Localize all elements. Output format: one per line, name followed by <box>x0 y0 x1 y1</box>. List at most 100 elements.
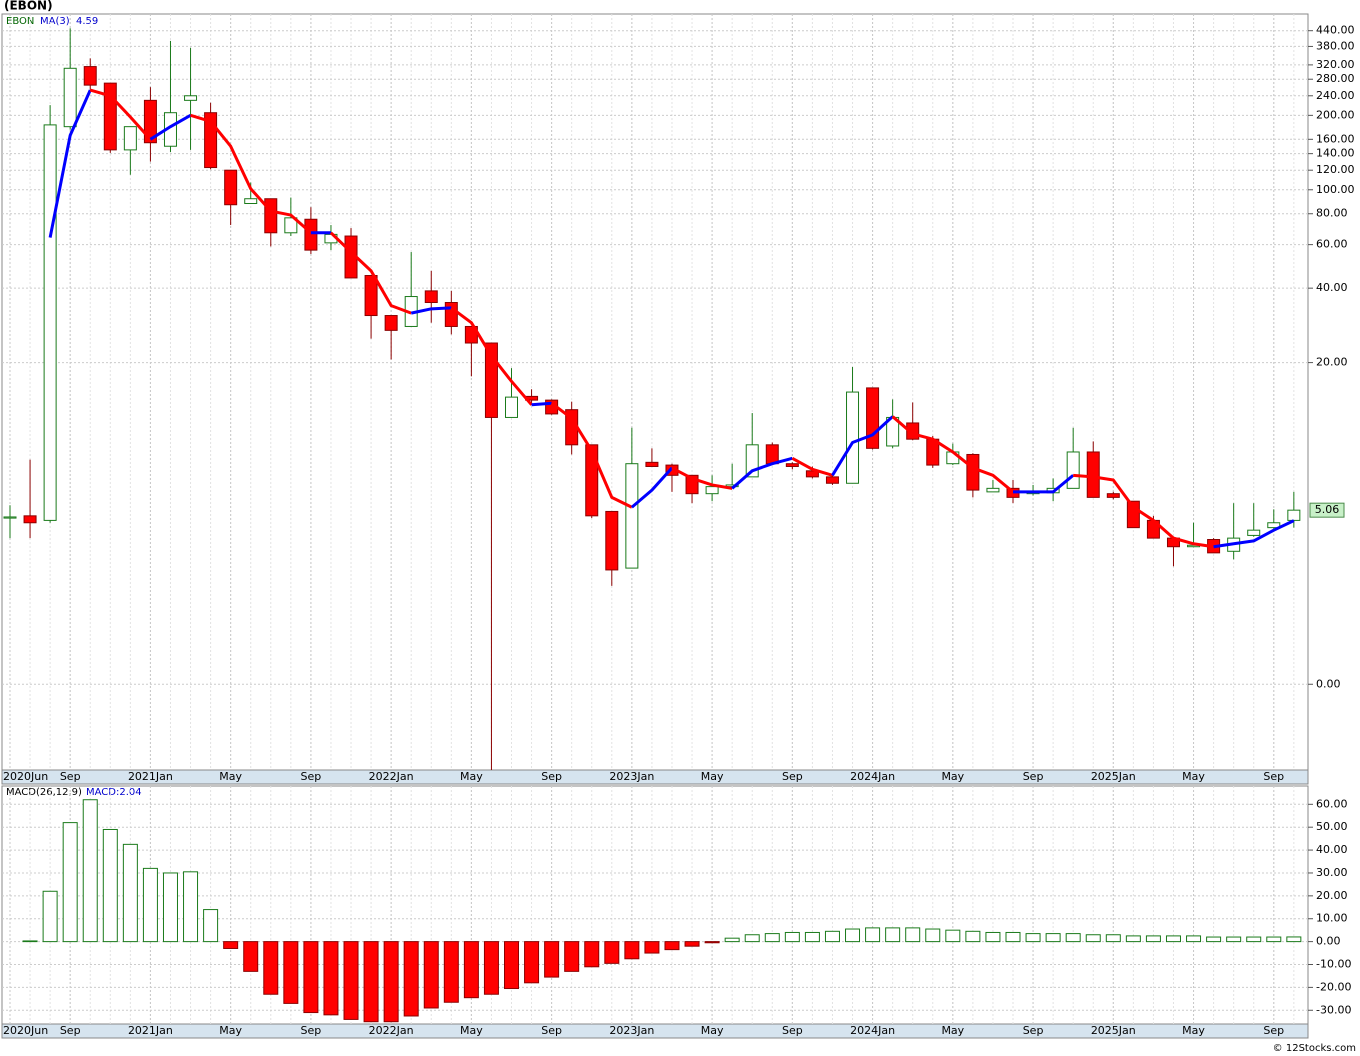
y-tick-label: 30.00 <box>1316 866 1348 879</box>
candle-body <box>825 476 839 484</box>
ma-line <box>450 306 533 406</box>
x-tick-label: Sep <box>541 1024 562 1037</box>
bar <box>42 890 58 943</box>
y-tick-label: 80.00 <box>1316 207 1348 220</box>
ma-line <box>190 113 312 234</box>
bar <box>1246 936 1262 943</box>
y-tick-label: 0.00 <box>1316 935 1341 948</box>
ma-line <box>731 456 793 490</box>
date-strip <box>1 769 1309 785</box>
candle-body <box>23 515 37 524</box>
ma-line <box>630 466 674 509</box>
bar <box>82 799 98 943</box>
bar <box>865 927 881 943</box>
bar <box>544 941 560 978</box>
ma-line <box>1213 519 1295 549</box>
ma-line <box>329 231 412 315</box>
bar <box>383 941 399 1023</box>
x-tick-label: May <box>941 770 964 783</box>
bar <box>1125 935 1141 943</box>
bar <box>564 941 580 972</box>
candle-body <box>284 217 298 234</box>
x-tick-label: May <box>219 1024 242 1037</box>
bar <box>744 934 760 943</box>
bar <box>784 931 800 943</box>
bar <box>985 931 1001 943</box>
bar <box>664 941 680 951</box>
bar <box>122 843 138 943</box>
bar <box>142 867 158 943</box>
last-price-box <box>1309 502 1345 518</box>
bar <box>323 941 339 1016</box>
x-tick-label: May <box>1182 1024 1205 1037</box>
candle-body <box>364 275 378 317</box>
bar <box>363 941 379 1023</box>
y-tick-label: 10.00 <box>1316 912 1348 925</box>
ma-line <box>671 466 733 490</box>
x-tick-label: Sep <box>60 770 81 783</box>
bar <box>504 941 519 990</box>
candle-body <box>705 486 719 495</box>
candle-body <box>143 99 157 144</box>
bar <box>403 941 419 1017</box>
ma-line <box>1013 474 1075 494</box>
x-tick-label: Sep <box>1023 1024 1044 1037</box>
y-tick-label: 240.00 <box>1316 89 1355 102</box>
candle-body <box>986 487 1000 493</box>
bar <box>584 941 600 968</box>
bar <box>644 941 660 954</box>
y-tick-label: 320.00 <box>1316 58 1355 71</box>
candle-body <box>1247 529 1261 536</box>
y-tick-label: 40.00 <box>1316 843 1348 856</box>
x-tick-label: 2022Jan <box>369 770 414 783</box>
y-tick-label: 380.00 <box>1316 39 1355 52</box>
bar <box>263 941 279 995</box>
bar <box>303 941 319 1014</box>
candle-body <box>384 315 398 331</box>
bar <box>524 941 540 984</box>
y-tick-label: 160.00 <box>1316 132 1355 145</box>
x-tick-label: Sep <box>1023 770 1044 783</box>
candle-body <box>625 463 639 569</box>
bar <box>684 941 700 947</box>
bar <box>1206 936 1222 943</box>
x-tick-label: 2022Jan <box>369 1024 414 1037</box>
legend-symbol: EBON <box>6 16 34 27</box>
bar <box>1085 934 1101 943</box>
candle-body <box>43 124 57 521</box>
y-tick-label: 140.00 <box>1316 147 1355 160</box>
y-tick-label: 20.00 <box>1316 356 1348 369</box>
bar <box>443 941 459 1003</box>
x-tick-label: Sep <box>541 770 562 783</box>
candle-body <box>224 169 238 206</box>
y-tick-label: 120.00 <box>1316 163 1355 176</box>
y-tick-label: 0.00 <box>1316 677 1341 690</box>
chart-title: (EBON) <box>4 0 53 13</box>
bar <box>804 931 820 943</box>
bar <box>1226 936 1242 943</box>
x-tick-label: Sep <box>782 770 803 783</box>
legend-macd-value: MACD:2.04 <box>86 787 142 798</box>
x-tick-label: Sep <box>1263 1024 1284 1037</box>
ma-line <box>550 402 633 509</box>
x-tick-label: May <box>1182 770 1205 783</box>
x-tick-label: Sep <box>301 1024 322 1037</box>
bar <box>183 871 199 943</box>
bar <box>1065 933 1081 943</box>
bar <box>624 941 640 960</box>
ma-line <box>891 415 1014 494</box>
bar <box>1286 936 1302 943</box>
candle-body <box>424 290 438 304</box>
ma-line <box>410 306 452 315</box>
bar <box>203 909 219 943</box>
bar <box>1025 933 1041 943</box>
y-tick-label: 100.00 <box>1316 183 1355 196</box>
y-tick-label: -30.00 <box>1316 1003 1351 1016</box>
footer: © 12Stocks.com <box>1273 1043 1356 1054</box>
bar <box>1165 935 1181 943</box>
bar <box>343 941 359 1020</box>
legend-ma-value: 4.59 <box>76 16 98 27</box>
candle-body <box>505 396 518 418</box>
bar <box>483 941 499 995</box>
bar <box>824 930 840 943</box>
